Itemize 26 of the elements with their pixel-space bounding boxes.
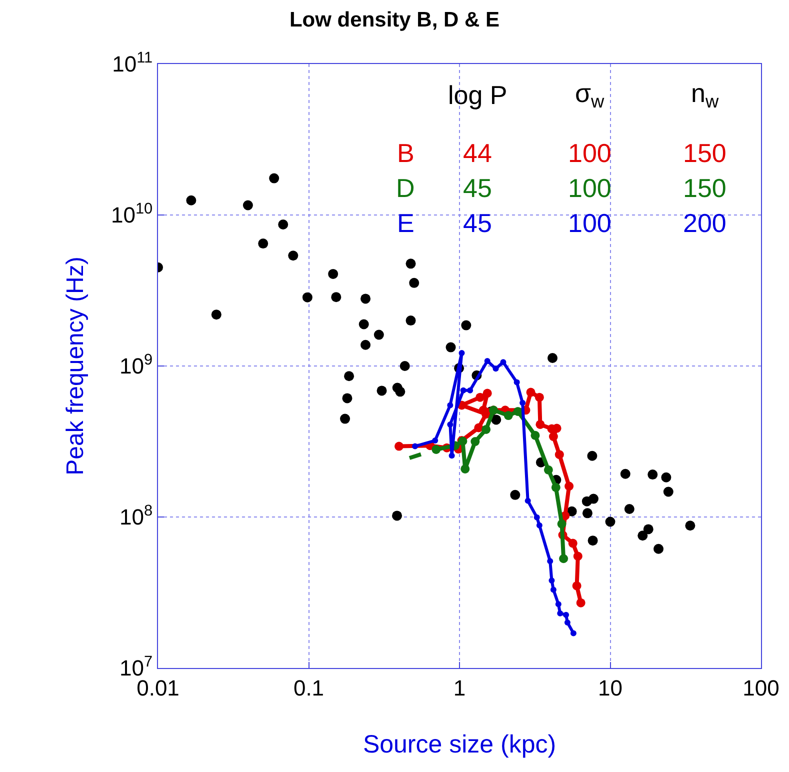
annotation: 100	[568, 173, 612, 203]
annotation: 45	[463, 173, 492, 203]
annotation: 100	[568, 138, 612, 168]
annotation: σ$_{w}$	[575, 78, 606, 112]
annotation: 44	[463, 138, 492, 168]
y-tick-label: 10$^{8}$	[120, 502, 153, 530]
annotation: 200	[683, 208, 726, 238]
y-tick-label: 10$^{11}$	[112, 49, 153, 77]
annotation: log P	[448, 80, 508, 110]
text: D	[396, 173, 415, 203]
annotation: n$_{w}$	[691, 78, 720, 112]
annotation: 150	[683, 138, 726, 168]
y-axis-title: Peak frequency (Hz)	[62, 256, 90, 476]
y-tick-label: 10$^{9}$	[120, 351, 153, 379]
text: B	[397, 138, 414, 168]
x-axis-title: Source size (kpc)	[362, 730, 556, 758]
annotation: 45	[463, 208, 492, 238]
chart-title: Low density B, D & E	[289, 8, 500, 32]
annotation: 150	[683, 173, 726, 203]
x-tick-label: 100	[742, 675, 780, 700]
x-tick-label: 0.1	[293, 675, 324, 700]
x-tick-label: 1	[453, 675, 466, 700]
x-tick-label: 10	[598, 675, 622, 700]
y-tick-label: 10$^{10}$	[110, 200, 153, 228]
text: E	[397, 208, 414, 238]
annotation: 100	[568, 208, 612, 238]
